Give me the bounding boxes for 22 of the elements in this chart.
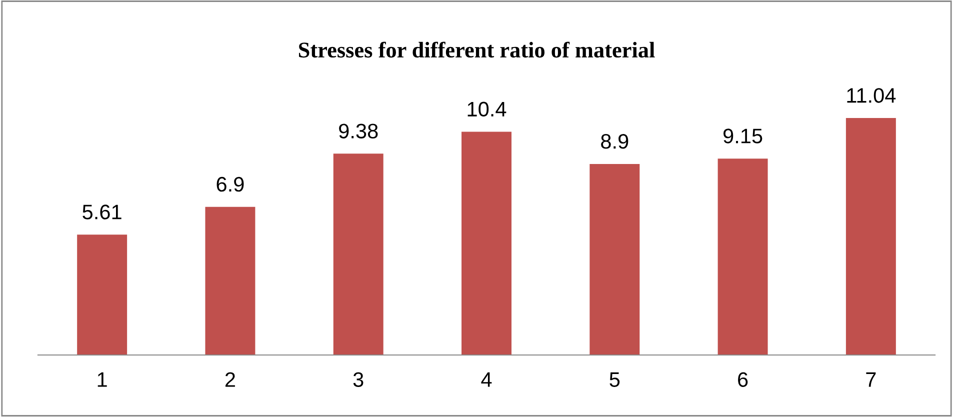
bar [846, 118, 896, 355]
x-tick-label: 1 [98, 372, 107, 387]
data-label: 9.38 [339, 124, 378, 138]
x-tick-label: 3 [353, 372, 364, 387]
x-tick-label: 4 [481, 372, 492, 387]
bar [77, 234, 128, 355]
bar [462, 132, 512, 355]
bar [333, 154, 384, 355]
bar [590, 164, 640, 355]
chart-title: Stresses for different ratio of material [299, 42, 655, 58]
data-label: 11.04 [847, 88, 896, 103]
x-tick-label: 6 [738, 372, 748, 387]
data-label: 10.4 [468, 102, 506, 117]
data-label: 8.9 [601, 134, 628, 149]
x-tick-label: 5 [610, 372, 620, 387]
bar [718, 158, 768, 355]
x-tick-label: 7 [866, 372, 876, 387]
data-label: 5.61 [82, 204, 122, 220]
bar [205, 206, 256, 355]
data-label: 9.15 [723, 128, 762, 144]
x-tick-label: 2 [225, 372, 235, 387]
data-label: 6.9 [216, 176, 244, 192]
